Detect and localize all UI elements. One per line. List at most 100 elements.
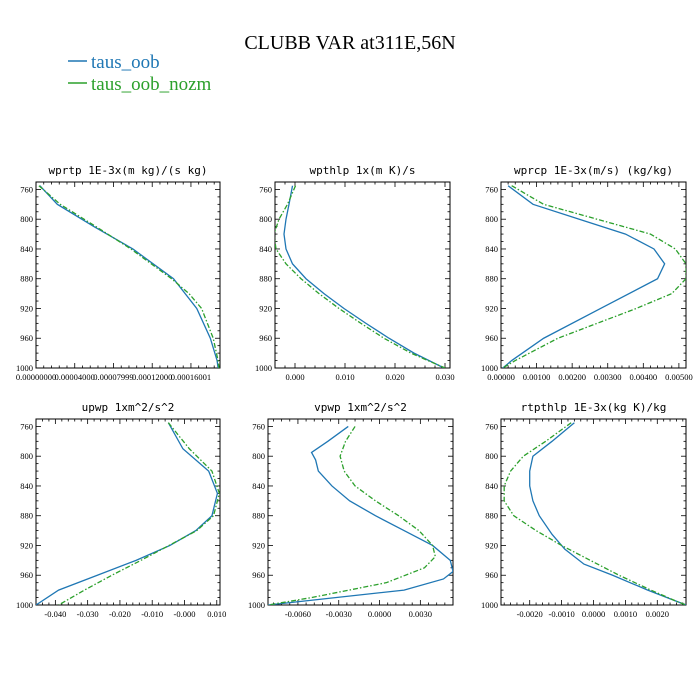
x-tick-label: 0.0000 [368, 609, 391, 619]
panel-6: rtpthlp 1E-3x(kg K)/kg 760 800 840 880 920 960… [481, 401, 687, 619]
y-tick-label: 880 [20, 511, 33, 521]
legend-label-taus-oob-nozm: taus_oob_nozm [91, 74, 212, 95]
series-line-taus-oob [502, 185, 666, 368]
y-tick-label: 800 [485, 451, 498, 461]
y-tick-label: 760 [485, 421, 498, 431]
series-line-taus-oob [39, 185, 219, 368]
panel-3: wprcp 1E-3x(m/s) (kg/kg) 760 800 840 880 920 9… [481, 164, 693, 382]
panel-5: vpwp 1xm^2/s^2 760 800 840 880 920 960 1000 -0.0… [248, 401, 454, 619]
plot-frame [274, 181, 451, 369]
plot-frame [35, 418, 221, 606]
y-tick-label: 760 [20, 421, 33, 431]
plot-frame [500, 418, 687, 606]
x-tick-label: 0.0020 [646, 609, 669, 619]
x-tick-label: 0.000 [285, 372, 304, 382]
y-tick-label: 920 [20, 540, 33, 550]
x-tick-label: 0.010 [207, 609, 226, 619]
y-tick-label: 840 [252, 481, 265, 491]
y-tick-label: 760 [20, 184, 33, 194]
y-tick-label: 800 [259, 214, 272, 224]
y-tick-label: 840 [20, 481, 33, 491]
y-tick-label: 960 [252, 570, 265, 580]
y-tick-label: 920 [485, 303, 498, 313]
series-group [503, 422, 686, 605]
series-line-taus-oob [36, 422, 219, 605]
y-tick-label: 800 [20, 451, 33, 461]
y-tick-label: 840 [485, 481, 498, 491]
series-group [275, 185, 446, 368]
series-line-taus-oob [268, 425, 453, 605]
panel-title: wprtp 1E-3x(m kg)/(s kg) [49, 164, 208, 177]
y-tick-label: 960 [20, 333, 33, 343]
y-tick-label: 840 [485, 244, 498, 254]
x-tick-label: -0.020 [109, 609, 131, 619]
x-tick-label: 0.00004000 [55, 372, 95, 382]
y-tick-label: 1000 [481, 600, 498, 610]
panel-title: wpthlp 1x(m K)/s [310, 164, 416, 177]
x-tick-label: -0.0030 [326, 609, 352, 619]
x-tick-label: 0.00000 [487, 372, 515, 382]
y-tick-label: 800 [485, 214, 498, 224]
x-tick-label: 0.00500 [665, 372, 693, 382]
plot-frame [35, 181, 221, 369]
y-tick-label: 880 [485, 274, 498, 284]
panel-title: vpwp 1xm^2/s^2 [314, 401, 407, 414]
y-tick-label: 1000 [16, 363, 33, 373]
y-tick-label: 1000 [255, 363, 272, 373]
panel-title: wprcp 1E-3x(m/s) (kg/kg) [514, 164, 673, 177]
y-tick-label: 840 [20, 244, 33, 254]
x-tick-label: 0.0010 [614, 609, 637, 619]
series-line-taus-oob-nozm [38, 185, 220, 368]
y-tick-label: 880 [485, 511, 498, 521]
panels: wprtp 1E-3x(m kg)/(s kg) 760 800 840 880 920 9… [16, 164, 693, 619]
series-line-taus-oob-nozm [275, 185, 446, 368]
y-tick-label: 880 [252, 511, 265, 521]
x-tick-label: 0.0000 [582, 609, 605, 619]
y-tick-label: 920 [259, 303, 272, 313]
panel-2: wpthlp 1x(m K)/s 760 800 840 880 920 960 1000 0.… [255, 164, 455, 382]
y-tick-label: 960 [20, 570, 33, 580]
x-tick-label: -0.0060 [285, 609, 311, 619]
x-tick-label: 0.020 [385, 372, 404, 382]
x-tick-label: -0.010 [141, 609, 163, 619]
series-group [502, 185, 686, 368]
plot-frame [500, 181, 687, 369]
x-tick-label: 0.010 [335, 372, 354, 382]
y-tick-label: 880 [259, 274, 272, 284]
y-tick-label: 920 [252, 540, 265, 550]
x-tick-label: 0.00100 [523, 372, 551, 382]
plot-frame [267, 418, 454, 606]
x-tick-label: 0.00012000 [132, 372, 172, 382]
series-line-taus-oob-nozm [58, 422, 220, 605]
x-tick-label: 0.00300 [594, 372, 622, 382]
y-tick-label: 960 [259, 333, 272, 343]
legend: taus_oob taus_oob_nozm [68, 52, 212, 95]
figure-title: CLUBB VAR at311E,56N [244, 32, 455, 54]
y-tick-label: 840 [259, 244, 272, 254]
panel-4: upwp 1xm^2/s^2 760 800 840 880 920 960 1000 -0.0… [16, 401, 226, 619]
y-tick-label: 1000 [248, 600, 265, 610]
y-tick-label: 880 [20, 274, 33, 284]
panel-1: wprtp 1E-3x(m kg)/(s kg) 760 800 840 880 920 9… [16, 164, 221, 382]
y-tick-label: 960 [485, 333, 498, 343]
series-line-taus-oob [283, 185, 445, 368]
y-tick-label: 920 [485, 540, 498, 550]
series-group [38, 185, 220, 368]
y-tick-label: 960 [485, 570, 498, 580]
series-group [268, 425, 453, 605]
x-tick-label: -0.0020 [517, 609, 543, 619]
x-tick-label: 0.0030 [409, 609, 432, 619]
panel-title: upwp 1xm^2/s^2 [82, 401, 175, 414]
y-tick-label: 800 [20, 214, 33, 224]
x-tick-label: 0.00200 [558, 372, 586, 382]
y-tick-label: 760 [252, 421, 265, 431]
series-group [36, 422, 220, 605]
x-tick-label: -0.030 [77, 609, 99, 619]
y-tick-label: 1000 [16, 600, 33, 610]
panel-title: rtpthlp 1E-3x(kg K)/kg [521, 401, 667, 414]
x-tick-label: 0.00400 [629, 372, 657, 382]
series-line-taus-oob-nozm [268, 426, 437, 605]
y-tick-label: 760 [485, 184, 498, 194]
x-tick-label: -0.000 [174, 609, 196, 619]
